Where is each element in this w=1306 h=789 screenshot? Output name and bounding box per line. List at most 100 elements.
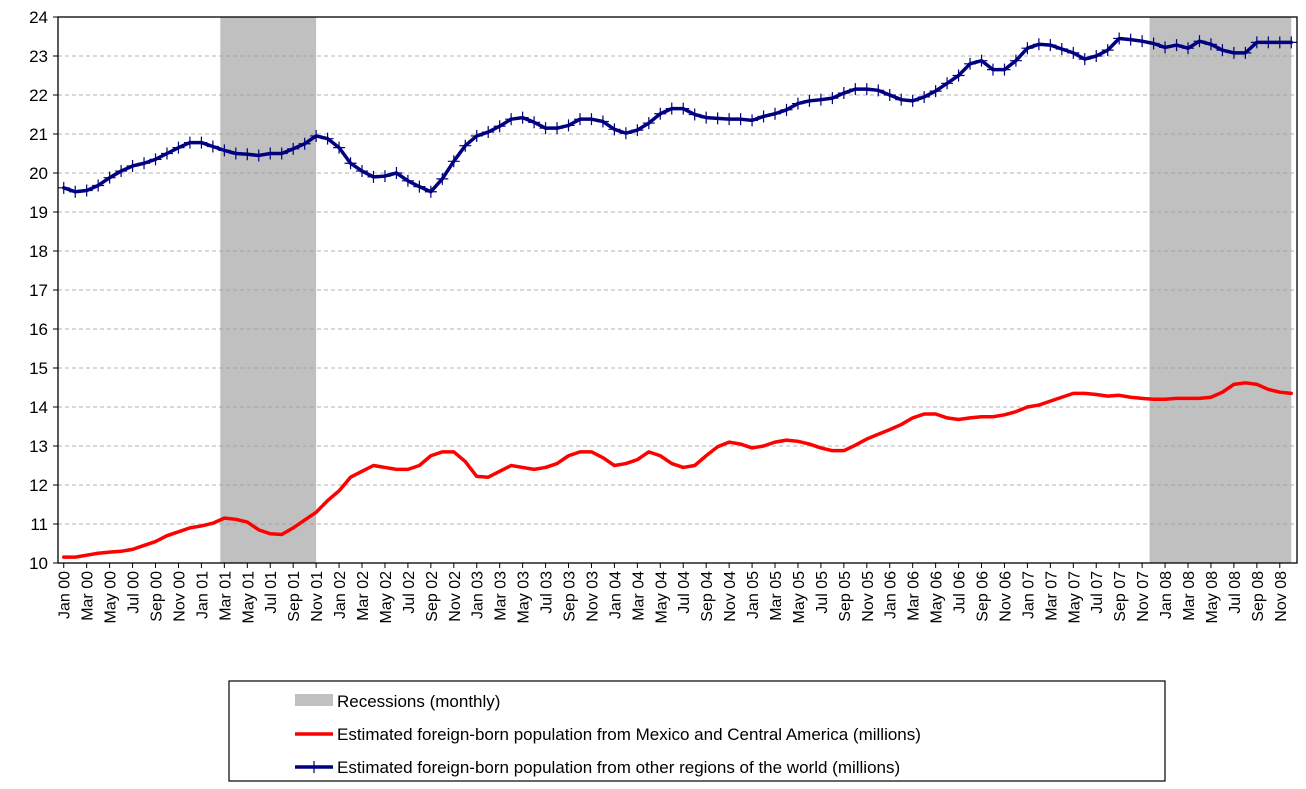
x-tick-label: May 03 <box>516 571 533 624</box>
legend-label-2: Estimated foreign-born population from M… <box>337 725 921 744</box>
data-point-marker <box>723 113 736 126</box>
data-point-marker <box>1239 46 1252 59</box>
data-point-marker <box>333 141 346 154</box>
data-point-marker <box>872 84 885 97</box>
data-point-marker <box>1159 41 1172 54</box>
legend: Recessions (monthly) Estimated foreign-bo… <box>228 680 1166 782</box>
data-point-marker <box>780 103 793 116</box>
data-point-marker <box>746 114 759 127</box>
x-tick-label: Sep 07 <box>1112 571 1129 622</box>
data-point-marker <box>1273 36 1286 49</box>
data-point-marker <box>310 129 323 142</box>
x-tick-label: Nov 08 <box>1273 571 1290 622</box>
data-point-marker <box>654 107 667 120</box>
x-tick-label: Mar 01 <box>217 571 234 621</box>
y-tick-label: 10 <box>29 554 48 573</box>
data-point-marker <box>596 115 609 128</box>
x-tick-label: May 02 <box>378 571 395 624</box>
data-point-marker <box>390 167 403 179</box>
data-point-marker <box>401 174 414 187</box>
data-point-marker <box>264 147 277 160</box>
data-point-marker <box>573 113 586 126</box>
x-tick-label: Jul 06 <box>952 571 969 614</box>
data-point-marker <box>436 172 449 185</box>
x-tick-label: Jul 05 <box>814 571 831 614</box>
y-tick-label: 17 <box>29 281 48 300</box>
data-point-marker <box>539 122 552 135</box>
y-tick-label: 15 <box>29 359 48 378</box>
data-point-marker <box>275 147 288 160</box>
data-point-marker <box>413 180 426 193</box>
x-tick-label: Mar 06 <box>906 571 923 621</box>
data-point-marker <box>115 165 128 178</box>
x-tick-label: Jan 02 <box>332 571 349 619</box>
data-point-marker <box>1078 53 1091 66</box>
legend-label-1: Recessions (monthly) <box>337 692 500 711</box>
data-point-marker <box>677 102 690 115</box>
data-point-marker <box>1250 36 1263 49</box>
x-tick-label: Nov 03 <box>584 571 601 622</box>
data-point-marker <box>1285 36 1298 49</box>
x-tick-label: Nov 01 <box>309 571 326 622</box>
data-point-marker <box>195 136 208 149</box>
x-tick-label: Nov 00 <box>171 571 188 622</box>
x-tick-label: Jan 04 <box>607 571 624 619</box>
data-point-marker <box>906 94 919 107</box>
data-point-marker <box>895 93 908 106</box>
data-point-marker <box>470 129 483 142</box>
data-point-marker <box>1032 38 1045 51</box>
data-point-marker <box>344 157 357 170</box>
data-point-marker <box>688 108 701 121</box>
y-tick-label: 11 <box>30 515 48 534</box>
data-point-marker <box>803 94 816 107</box>
data-point-marker <box>206 140 219 153</box>
x-tick-label: Jul 00 <box>126 571 143 614</box>
data-point-marker <box>160 147 173 160</box>
data-point-marker <box>757 110 770 123</box>
x-tick-label: Jan 07 <box>1020 571 1037 619</box>
x-tick-label: Jul 02 <box>401 571 418 614</box>
data-point-marker <box>734 113 747 126</box>
data-point-marker <box>298 137 311 150</box>
data-point-marker <box>769 107 782 120</box>
data-point-marker <box>447 155 460 168</box>
data-point-marker <box>929 85 942 98</box>
data-point-marker <box>849 83 862 96</box>
legend-swatch-recessions <box>295 694 333 706</box>
data-point-marker <box>92 179 105 192</box>
data-point-marker <box>1009 54 1022 67</box>
x-tick-label: Nov 05 <box>860 571 877 622</box>
data-point-marker <box>585 113 598 126</box>
data-point-marker <box>505 113 518 126</box>
x-tick-label: Sep 02 <box>424 571 441 622</box>
y-tick-label: 20 <box>29 164 48 183</box>
data-point-marker <box>229 147 242 160</box>
x-tick-label: May 05 <box>791 571 808 624</box>
x-tick-label: Jul 04 <box>676 571 693 614</box>
data-point-marker <box>1124 33 1137 46</box>
data-point-marker <box>378 170 391 183</box>
x-tick-label: Mar 08 <box>1181 571 1198 621</box>
data-point-marker <box>711 112 724 125</box>
y-tick-label: 19 <box>29 203 48 222</box>
x-tick-label: Jan 06 <box>883 571 900 619</box>
x-tick-label: Jul 03 <box>539 571 556 614</box>
legend-swatch-marker <box>308 761 320 773</box>
x-tick-label: Jul 08 <box>1227 571 1244 614</box>
x-tick-label: May 08 <box>1204 571 1221 624</box>
series-line-1 <box>61 381 1294 559</box>
x-tick-label: Nov 04 <box>722 571 739 622</box>
data-point-marker <box>138 157 151 170</box>
x-tick-label: May 06 <box>929 571 946 624</box>
data-point-marker <box>1170 39 1183 52</box>
data-point-marker <box>367 170 380 183</box>
data-point-marker <box>1262 36 1275 49</box>
y-tick-label: 14 <box>29 398 48 417</box>
data-point-marker <box>1147 37 1160 50</box>
y-tick-label: 13 <box>29 437 48 456</box>
data-point-marker <box>493 120 506 133</box>
data-point-marker <box>1204 38 1217 51</box>
data-point-marker <box>700 111 713 124</box>
x-tick-label: Jul 01 <box>263 571 280 614</box>
data-point-marker <box>952 69 965 82</box>
